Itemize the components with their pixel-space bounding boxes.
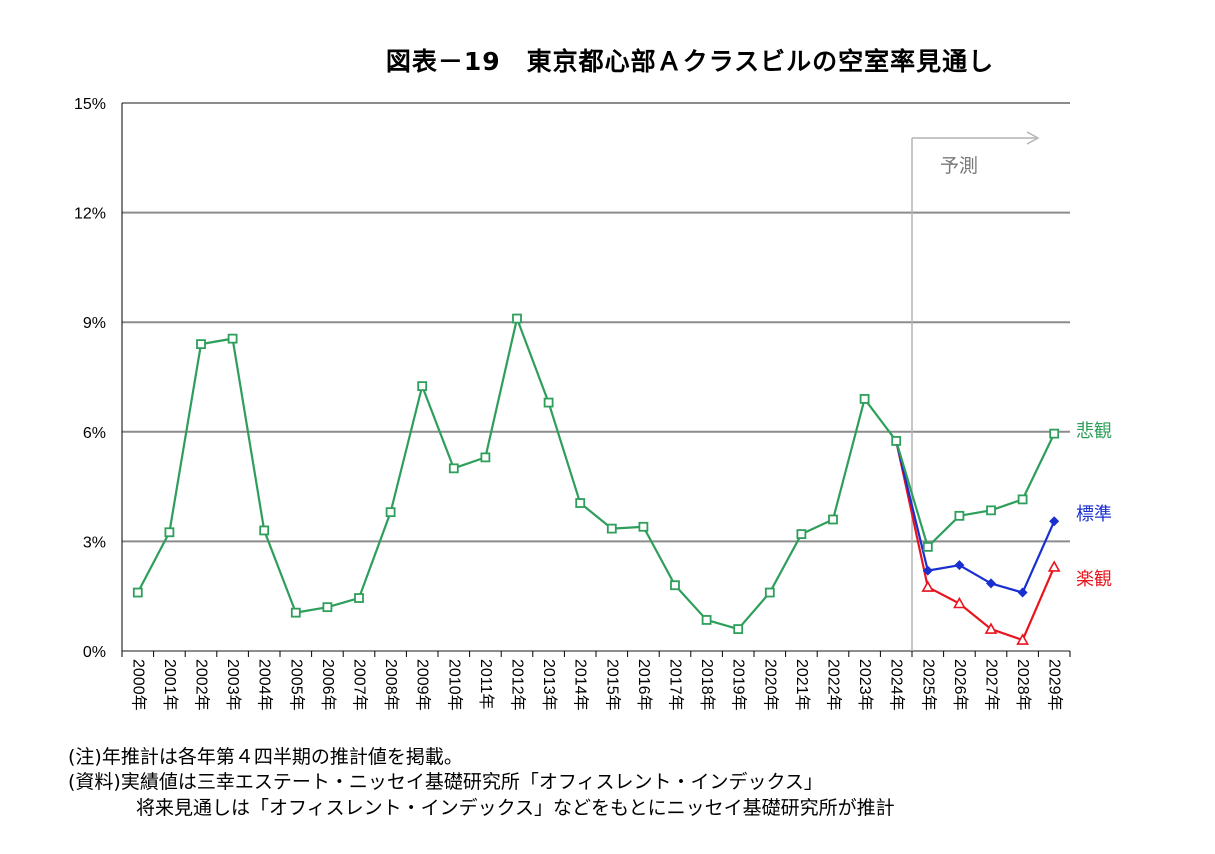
data-point — [764, 587, 775, 598]
data-point — [164, 527, 175, 538]
x-tick-label: 2007年 — [351, 659, 369, 711]
data-point — [859, 394, 870, 404]
data-point — [512, 313, 522, 324]
x-tick-label: 2006年 — [319, 659, 337, 711]
data-point — [921, 580, 935, 592]
x-tick-label: 2001年 — [161, 659, 179, 711]
data-point — [354, 593, 364, 603]
data-point — [227, 333, 238, 344]
x-tick-label: 2023年 — [856, 659, 874, 711]
y-tick-label: 9% — [83, 315, 106, 332]
source-text: (資料)実績値は三幸エステート・ニッセイ基礎研究所「オフィスレント・インデックス… — [68, 771, 823, 793]
data-point — [984, 622, 998, 634]
data-point — [828, 514, 838, 525]
data-point — [986, 505, 996, 516]
series-label: 楽観 — [1076, 569, 1112, 589]
x-tick-label: 2029年 — [1046, 659, 1064, 711]
data-point — [543, 397, 554, 408]
x-tick-label: 2014年 — [572, 659, 590, 711]
x-tick-label: 2003年 — [224, 659, 242, 711]
x-tick-label: 2000年 — [129, 659, 147, 711]
data-point — [1017, 587, 1028, 598]
x-tick-label: 2010年 — [445, 659, 463, 711]
y-tick-label: 12% — [74, 206, 106, 223]
x-tick-label: 2005年 — [287, 659, 305, 711]
x-tick-label: 2026年 — [951, 659, 969, 711]
data-point — [954, 560, 965, 571]
data-point — [891, 436, 902, 446]
chart-title: 図表－19 東京都心部Ａクラスビルの空室率見通し — [385, 47, 995, 76]
data-point — [986, 578, 996, 589]
data-point — [1016, 633, 1029, 645]
data-point — [322, 602, 333, 613]
x-tick-label: 2024年 — [888, 659, 906, 711]
x-tick-label: 2028年 — [1014, 659, 1032, 711]
data-point — [259, 525, 270, 536]
data-point — [953, 596, 966, 609]
x-tick-label: 2002年 — [193, 659, 211, 711]
source-text-continued: 将来見通しは「オフィスレント・インデックス」などをもとにニッセイ基礎研究所が推計 — [136, 797, 895, 819]
x-tick-label: 2004年 — [256, 659, 274, 711]
y-tick-label: 0% — [83, 644, 106, 661]
data-point — [575, 498, 586, 508]
x-tick-label: 2025年 — [919, 659, 937, 711]
series-line — [895, 440, 1056, 642]
data-point — [1049, 428, 1060, 439]
y-tick-label: 6% — [83, 425, 106, 442]
data-point — [132, 587, 143, 598]
x-tick-label: 2012年 — [509, 659, 527, 711]
x-tick-label: 2021年 — [793, 659, 811, 711]
x-tick-label: 2027年 — [983, 659, 1001, 711]
data-point — [385, 507, 396, 518]
x-tick-label: 2009年 — [414, 659, 432, 711]
x-tick-label: 2008年 — [382, 659, 400, 711]
data-point — [954, 510, 965, 521]
series-line — [895, 440, 1056, 594]
forecast-label: 予測 — [940, 155, 978, 177]
data-point — [290, 607, 301, 618]
x-tick-label: 2015年 — [603, 659, 621, 711]
x-tick-label: 2017年 — [667, 659, 685, 711]
x-tick-label: 2011年 — [477, 659, 495, 709]
data-point — [1049, 516, 1060, 527]
series-label: 悲観 — [1076, 421, 1112, 441]
y-tick-label: 15% — [74, 96, 106, 113]
data-point — [796, 529, 807, 539]
data-point — [448, 463, 459, 474]
x-tick-label: 2019年 — [730, 659, 748, 711]
data-point — [670, 580, 680, 591]
data-point — [733, 624, 744, 634]
data-point — [922, 565, 933, 576]
data-point — [606, 523, 617, 534]
x-tick-label: 2022年 — [825, 659, 843, 711]
x-tick-label: 2016年 — [635, 659, 653, 711]
series-line — [136, 317, 1056, 631]
y-tick-label: 3% — [83, 534, 106, 551]
x-tick-label: 2013年 — [540, 659, 558, 711]
data-point — [701, 615, 712, 625]
series-label: 標準 — [1076, 504, 1112, 524]
x-tick-label: 2018年 — [698, 659, 716, 711]
data-point — [922, 541, 933, 552]
x-tick-label: 2020年 — [761, 659, 779, 711]
data-point — [1047, 560, 1061, 572]
note-text: (注)年推計は各年第４四半期の推計値を掲載。 — [68, 746, 463, 768]
data-point — [1017, 494, 1028, 505]
data-point — [480, 452, 491, 463]
data-point — [196, 339, 206, 350]
data-point — [417, 381, 428, 392]
data-point — [638, 521, 649, 532]
forecast-arrow-head — [1026, 131, 1040, 145]
